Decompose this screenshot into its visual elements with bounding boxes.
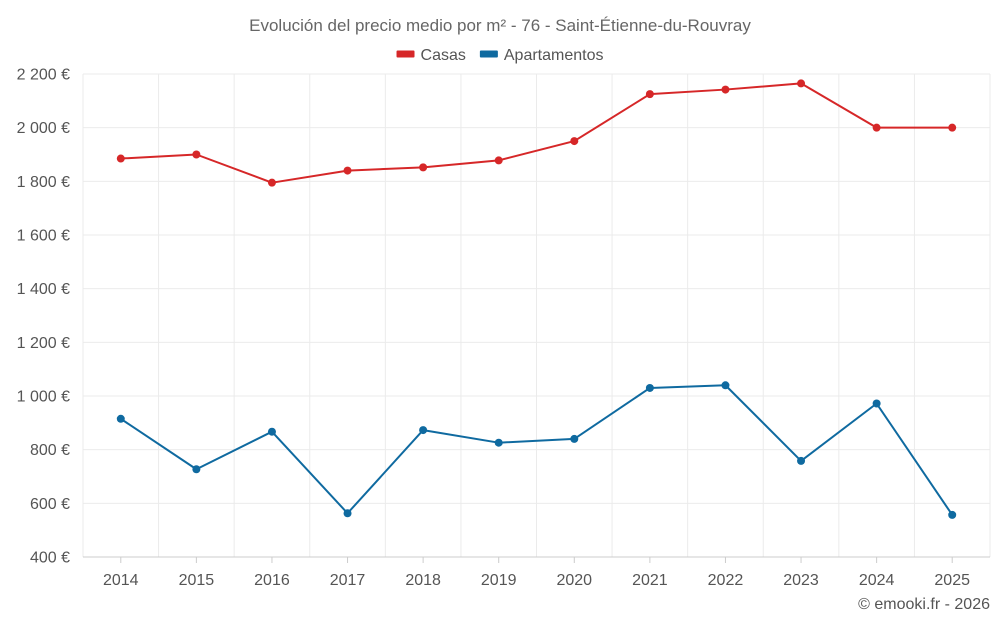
y-tick-label: 1 800 € — [17, 174, 70, 191]
chart-title: Evolución del precio medio por m² - 76 -… — [249, 16, 751, 35]
x-tick-label: 2019 — [481, 572, 517, 589]
data-point-apartamentos[interactable] — [116, 414, 125, 423]
data-point-apartamentos[interactable] — [267, 427, 276, 436]
x-tick-label: 2020 — [556, 572, 592, 589]
legend-label-apartamentos[interactable]: Apartamentos — [504, 47, 604, 64]
data-point-apartamentos[interactable] — [721, 381, 730, 390]
series-layer — [116, 79, 957, 519]
y-tick-label: 1 400 € — [17, 281, 70, 298]
data-point-apartamentos[interactable] — [192, 465, 201, 474]
series-line-apartamentos — [120, 384, 954, 516]
legend-swatch-casas — [396, 50, 415, 58]
x-tick-label: 2025 — [934, 572, 970, 589]
y-tick-label: 800 € — [30, 442, 70, 459]
data-point-apartamentos[interactable] — [343, 509, 352, 518]
data-point-casas[interactable] — [267, 178, 276, 187]
x-tick-label: 2016 — [254, 572, 290, 589]
y-tick-label: 1 200 € — [17, 335, 70, 352]
legend-swatch-apartamentos — [479, 50, 498, 58]
y-tick-label: 1 000 € — [17, 389, 70, 406]
data-point-apartamentos[interactable] — [570, 434, 579, 443]
y-tick-label: 1 600 € — [17, 228, 70, 245]
legend: Casas Apartamentos — [396, 47, 604, 64]
data-point-apartamentos[interactable] — [797, 456, 806, 465]
data-point-apartamentos[interactable] — [419, 426, 428, 435]
data-point-casas[interactable] — [343, 166, 352, 175]
y-tick-label: 2 000 € — [17, 120, 70, 137]
data-point-casas[interactable] — [116, 154, 125, 163]
data-point-casas[interactable] — [570, 137, 579, 146]
data-point-casas[interactable] — [797, 79, 806, 88]
y-tick-label: 400 € — [30, 550, 70, 567]
data-point-apartamentos[interactable] — [872, 399, 881, 408]
series-line-casas — [120, 82, 953, 184]
x-tick-label: 2022 — [708, 572, 744, 589]
y-tick-label: 2 200 € — [17, 67, 70, 84]
y-tick-label: 600 € — [30, 496, 70, 513]
data-point-casas[interactable] — [948, 123, 957, 132]
x-tick-label: 2024 — [859, 572, 895, 589]
x-tick-label: 2015 — [179, 572, 215, 589]
data-point-casas[interactable] — [419, 163, 428, 172]
legend-label-casas[interactable]: Casas — [421, 47, 466, 64]
x-tick-label: 2023 — [783, 572, 819, 589]
credit-text: © emooki.fr - 2026 — [858, 596, 990, 613]
data-point-apartamentos[interactable] — [645, 383, 654, 392]
x-tick-label: 2017 — [330, 572, 366, 589]
x-tick-label: 2018 — [405, 572, 441, 589]
data-point-casas[interactable] — [494, 156, 503, 165]
x-tick-label: 2021 — [632, 572, 668, 589]
data-point-casas[interactable] — [721, 85, 730, 94]
data-point-apartamentos[interactable] — [948, 510, 957, 519]
data-point-casas[interactable] — [192, 150, 201, 159]
data-point-casas[interactable] — [872, 123, 881, 132]
x-tick-label: 2014 — [103, 572, 139, 589]
data-point-casas[interactable] — [645, 90, 654, 99]
grid — [82, 73, 991, 558]
data-point-apartamentos[interactable] — [494, 438, 503, 447]
axes: 400 € 600 € 800 € 1 000 € 1 200 € 1 400 € 1 60… — [17, 67, 990, 589]
